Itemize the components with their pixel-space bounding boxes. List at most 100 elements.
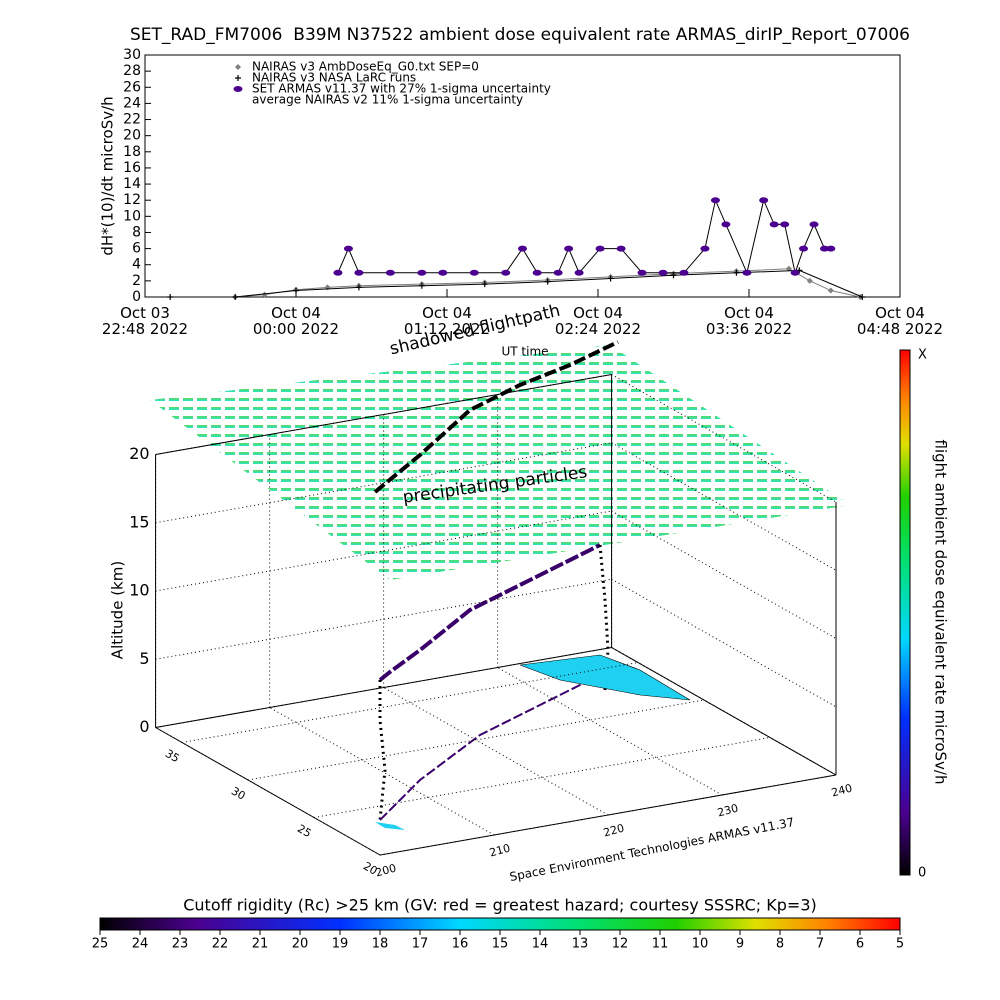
plus-marker: [235, 75, 241, 81]
diamond-marker: [827, 287, 834, 294]
colorbar-label: flight ambient dose equivalent rate micr…: [932, 440, 950, 785]
y-tick-label: 10: [123, 208, 141, 224]
colorbar-tick-label: 5: [896, 937, 904, 952]
x-tick-label: Oct 04 02:24 2022: [554, 304, 642, 338]
dot-marker: [233, 86, 243, 92]
dot-marker: [658, 269, 668, 276]
diamond-marker: [261, 291, 268, 298]
dot-marker: [469, 269, 479, 276]
dot-marker: [333, 269, 343, 276]
dot-marker: [826, 245, 836, 252]
y-tick-label: 6: [132, 241, 141, 257]
colorbar-tick-label: 6: [856, 937, 864, 952]
precipitation-plane: [150, 345, 850, 580]
y-tick-label: 0: [132, 289, 141, 305]
colorbar-tick-label: 19: [332, 937, 349, 952]
z-axis-label: Altitude (km): [109, 561, 127, 659]
axis: [611, 647, 837, 776]
y-tick-label: 25: [295, 822, 314, 840]
plus-marker: [355, 284, 362, 291]
x-tick-label: Oct 04 04:48 2022: [856, 304, 944, 338]
y-tick-label: 8: [132, 224, 141, 240]
y-tick-label: 14: [123, 176, 141, 192]
dot-marker: [417, 269, 427, 276]
x-tick-label: Oct 04 03:36 2022: [705, 304, 793, 338]
dot-marker: [710, 197, 720, 204]
colorbar-tick-label: 15: [492, 937, 509, 952]
dot-marker: [553, 269, 563, 276]
colorbar-tick-label: 13: [572, 937, 589, 952]
x-tick-label: Oct 03 22:48 2022: [101, 304, 189, 338]
plus-marker: [167, 294, 174, 300]
x-tick-label: 230: [716, 802, 740, 820]
y-tick-label: 20: [123, 128, 141, 144]
x-tick-label: Oct 04 01:12 2022: [403, 304, 491, 338]
y-tick-label: 26: [123, 79, 141, 95]
x-tick-label: 220: [602, 822, 626, 840]
dot-marker: [780, 221, 790, 228]
cutoff-patch: [375, 822, 405, 830]
plus-marker: [232, 294, 239, 300]
dot-marker: [595, 245, 605, 252]
legend-label: NAIRAS v3 NASA LaRC runs: [252, 71, 416, 85]
y-tick-label: 20: [361, 859, 380, 877]
colorbar-tick-label: 8: [776, 937, 784, 952]
axis: [155, 727, 381, 856]
y-tick-label: 24: [123, 95, 141, 111]
plus-marker: [481, 281, 488, 288]
y-tick-label: 16: [123, 160, 141, 176]
y-tick-label: 30: [123, 47, 141, 63]
x-tick-label: 200: [374, 862, 398, 880]
dot-marker: [700, 245, 710, 252]
y-tick-label: 12: [123, 192, 141, 208]
dot-marker: [790, 269, 800, 276]
chart-title: SET_RAD_FM7006 B39M N37522 ambient dose …: [130, 25, 910, 45]
diamond-marker: [806, 277, 813, 284]
colorbar: [99, 917, 901, 931]
dot-marker: [564, 245, 574, 252]
plus-marker: [859, 294, 866, 300]
dot-marker: [518, 245, 527, 252]
z-tick-label: 5: [139, 649, 149, 668]
y-tick-label: 4: [132, 257, 141, 273]
dot-marker: [354, 269, 364, 276]
y-tick-label: 28: [123, 63, 141, 79]
colorbar: [899, 349, 911, 876]
colorbar-tick-label: 16: [452, 937, 469, 952]
legend-label: NAIRAS v3 AmbDoseEq_G0.txt SEP=0: [252, 60, 479, 74]
plot-frame: [144, 54, 901, 298]
colorbar-tick-label: 25: [92, 937, 109, 952]
dot-marker: [759, 197, 769, 204]
y-tick-label: 35: [163, 747, 182, 765]
x-tick-label: Oct 04 00:00 2022: [252, 304, 340, 338]
colorbar-tick-label: 18: [372, 937, 389, 952]
diamond-marker: [235, 64, 241, 70]
z-tick-label: 0: [139, 717, 149, 736]
ascent: [378, 680, 387, 821]
colorbar-title: Cutoff rigidity (Rc) >25 km (GV: red = g…: [183, 896, 817, 915]
annotation: UT time: [501, 345, 548, 359]
dot-marker: [679, 269, 689, 276]
series-line: [337, 198, 831, 275]
plus-marker: [544, 278, 551, 285]
dot-marker: [501, 269, 511, 276]
colorbar-tick-label: 23: [172, 937, 189, 952]
y-tick-label: 30: [229, 784, 248, 802]
shadowed-flightpath: [373, 340, 619, 494]
plus-marker: [293, 287, 299, 294]
x-tick-label: 210: [488, 842, 512, 860]
y-tick-label: 2: [132, 273, 141, 289]
dot-marker: [385, 269, 395, 276]
dot-marker: [438, 269, 448, 276]
plus-marker: [733, 269, 740, 276]
colorbar-tick-label: 12: [612, 937, 629, 952]
dot-marker: [574, 269, 584, 276]
dot-marker: [769, 221, 779, 228]
colorbar-tick-label: 17: [412, 937, 429, 952]
dot-marker: [799, 245, 809, 252]
dot-marker: [343, 245, 353, 252]
grid-line: [269, 707, 495, 836]
dot-marker: [721, 221, 731, 228]
